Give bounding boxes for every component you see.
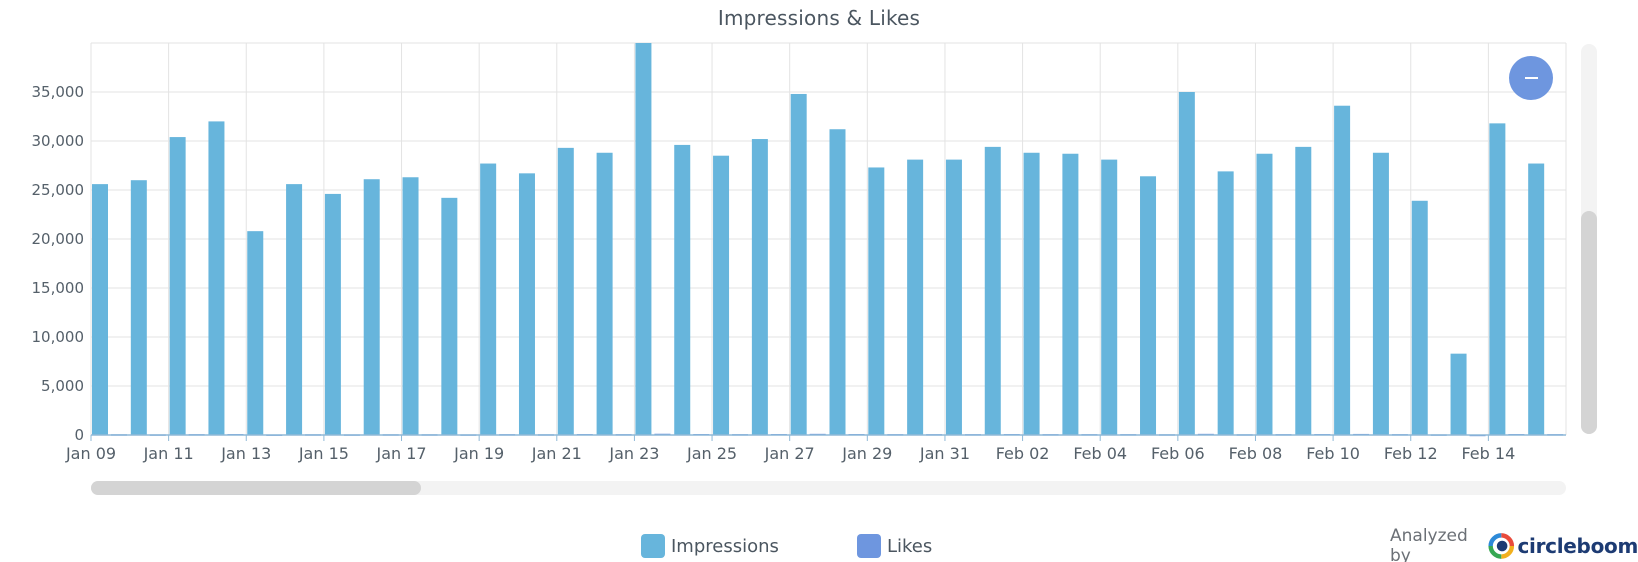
x-tick-label: Feb 14 <box>1461 444 1515 463</box>
x-tick-label: Jan 21 <box>531 444 582 463</box>
y-tick-label: 10,000 <box>32 328 85 346</box>
circleboom-logo-icon <box>1488 533 1515 559</box>
bar-impressions <box>363 179 380 435</box>
x-tick-label: Jan 11 <box>143 444 194 463</box>
bar-impressions <box>1062 153 1079 436</box>
x-tick-label: Jan 23 <box>608 444 659 463</box>
bar-impressions <box>1256 153 1273 436</box>
bar-impressions <box>1411 200 1428 435</box>
x-tick-label: Jan 09 <box>65 444 116 463</box>
bar-impressions <box>868 167 885 435</box>
bar-impressions <box>907 159 924 435</box>
y-tick-label: 5,000 <box>41 377 84 395</box>
x-tick-label: Feb 12 <box>1384 444 1438 463</box>
bar-impressions <box>984 146 1001 435</box>
bar-impressions <box>480 163 497 436</box>
x-tick-label: Jan 27 <box>764 444 815 463</box>
horizontal-scrollbar-track[interactable] <box>91 481 1566 495</box>
bar-impressions <box>402 177 419 435</box>
x-tick-label: Jan 17 <box>375 444 426 463</box>
bar-impressions <box>441 197 458 435</box>
horizontal-scrollbar-thumb[interactable] <box>91 481 421 495</box>
bar-impressions <box>790 93 807 436</box>
bar-impressions <box>92 184 108 435</box>
bar-impressions <box>130 180 147 435</box>
branding[interactable]: Analyzed by circleboom <box>1390 526 1638 562</box>
axis-layer: 0 5,000 10,000 15,000 20,000 25,000 30,000 35,0… <box>32 83 1566 463</box>
bar-impressions <box>324 193 341 435</box>
bar-layer <box>92 43 1564 437</box>
legend-item-likes[interactable]: Likes <box>857 533 932 559</box>
bar-impressions <box>1489 123 1506 436</box>
bar-impressions <box>945 159 962 435</box>
y-tick-label: 0 <box>74 426 84 444</box>
bar-impressions <box>208 121 225 436</box>
legend-label-likes: Likes <box>887 535 933 557</box>
x-tick-label: Jan 15 <box>298 444 349 463</box>
bar-impressions <box>247 231 264 435</box>
y-tick-label: 30,000 <box>32 132 85 150</box>
bar-impressions <box>1528 163 1545 436</box>
x-tick-label: Jan 31 <box>919 444 970 463</box>
plot-area: 0 5,000 10,000 15,000 20,000 25,000 30,000 35,0… <box>32 42 1567 463</box>
x-tick-label: Feb 04 <box>1073 444 1127 463</box>
x-tick-label: Feb 08 <box>1229 444 1283 463</box>
bar-impressions <box>1334 105 1351 435</box>
y-tick-label: 25,000 <box>32 181 85 199</box>
y-tick-label: 35,000 <box>32 83 85 101</box>
x-tick-label: Jan 25 <box>686 444 737 463</box>
x-tick-label: Jan 19 <box>453 444 504 463</box>
bar-impressions <box>1101 159 1118 435</box>
y-tick-label: 20,000 <box>32 230 85 248</box>
analyzed-by-text: Analyzed by <box>1390 526 1468 562</box>
minus-icon <box>1524 77 1538 79</box>
bar-impressions <box>518 173 535 435</box>
x-tick-label: Feb 02 <box>996 444 1050 463</box>
x-tick-label: Jan 29 <box>841 444 892 463</box>
bar-impressions <box>286 184 303 435</box>
vertical-scrollbar-thumb[interactable] <box>1581 211 1597 434</box>
bar-impressions <box>1178 92 1195 435</box>
bar-impressions <box>829 129 846 436</box>
brand-name: circleboom <box>1517 534 1638 558</box>
collapse-button[interactable] <box>1509 56 1553 100</box>
bar-impressions <box>1140 176 1157 435</box>
legend-swatch-likes <box>857 534 881 558</box>
bar-impressions <box>674 144 691 436</box>
bar-impressions <box>557 147 574 436</box>
bar-impressions <box>635 43 652 435</box>
chart-title: Impressions & Likes <box>717 6 921 30</box>
bar-impressions <box>596 152 613 435</box>
bar-impressions <box>1217 171 1234 435</box>
bar-impressions <box>1372 152 1389 435</box>
bar-impressions <box>1450 353 1467 435</box>
x-tick-label: Jan 13 <box>220 444 271 463</box>
bar-impressions <box>751 139 768 436</box>
y-tick-label: 15,000 <box>32 279 85 297</box>
legend-swatch-impressions <box>641 534 665 558</box>
legend-item-impressions[interactable]: Impressions <box>641 533 779 559</box>
bar-impressions <box>1023 152 1040 435</box>
bar-impressions <box>713 155 730 435</box>
x-tick-label: Feb 10 <box>1306 444 1360 463</box>
x-tick-label: Feb 06 <box>1151 444 1205 463</box>
legend-label-impressions: Impressions <box>671 535 779 557</box>
bar-impressions <box>169 137 186 435</box>
bar-impressions <box>1295 146 1312 435</box>
